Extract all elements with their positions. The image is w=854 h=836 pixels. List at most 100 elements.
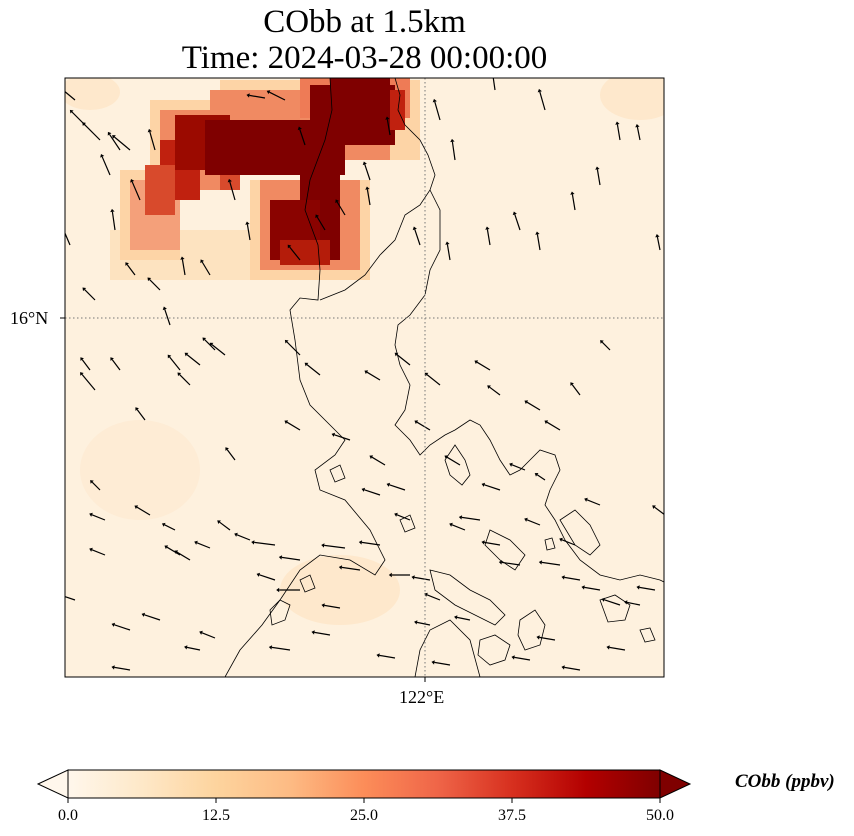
wind-arrow (89, 547, 106, 556)
wind-arrow (561, 665, 581, 671)
wind-arrow (111, 622, 131, 631)
wind-arrow (431, 660, 451, 666)
wind-arrow (256, 572, 276, 581)
wind-arrow (432, 98, 441, 121)
wind-arrow (284, 339, 301, 356)
wind-arrow (304, 362, 321, 376)
wind-arrow (276, 587, 300, 593)
wind-arrow (297, 126, 306, 146)
wind-arrow (164, 545, 181, 556)
wind-arrow (161, 522, 176, 531)
wind-arrow (412, 226, 421, 246)
wind-arrow (147, 277, 161, 291)
wind-arrow (287, 244, 301, 261)
plume-cell (280, 240, 330, 265)
wind-arrow (112, 135, 131, 151)
wind-arrow (225, 447, 236, 461)
wind-arrow (130, 179, 141, 201)
lat-tick-label: 16°N (10, 308, 49, 328)
map-canvas (60, 77, 665, 682)
colorbar-label: CObb (ppbv) (735, 771, 835, 792)
wind-arrow (606, 645, 626, 651)
wind-arrow (321, 543, 346, 549)
low-concentration-patch (80, 420, 200, 520)
colorbar-tick-label: 0.0 (58, 807, 78, 824)
wind-arrow (174, 550, 191, 561)
wind-arrow (284, 420, 301, 431)
wind-arrow (595, 166, 601, 186)
wind-arrow (110, 208, 116, 231)
wind-arrow (134, 505, 151, 516)
wind-arrow (268, 645, 291, 651)
wind-arrow (65, 90, 76, 101)
wind-arrow (386, 482, 406, 491)
wind-arrow (331, 432, 351, 441)
wind-arrow (385, 116, 391, 136)
map-title: CObb at 1.5km (263, 4, 466, 40)
wind-arrow (365, 186, 371, 206)
wind-arrow (414, 620, 431, 626)
wind-arrow (624, 600, 641, 606)
wind-arrow (535, 231, 541, 251)
wind-arrow (315, 214, 326, 231)
wind-arrow (394, 512, 411, 521)
wind-arrow (636, 585, 656, 591)
wind-arrow (184, 645, 201, 651)
wind-arrow (512, 211, 521, 231)
wind-arrow (111, 665, 131, 671)
colorbar-tick-label: 25.0 (350, 807, 378, 824)
colorbar-tick-label: 12.5 (202, 807, 230, 824)
wind-arrow (217, 520, 231, 531)
wind-arrow (141, 612, 161, 621)
wind-arrow (194, 540, 211, 549)
wind-arrow (458, 515, 481, 521)
wind-arrow (450, 138, 456, 161)
wind-arrow (388, 572, 410, 578)
plume-cell (330, 78, 390, 98)
wind-arrow (80, 372, 96, 391)
plume-high-concentration (110, 78, 420, 280)
wind-arrow (536, 635, 556, 641)
wind-arrow (369, 455, 386, 466)
wind-arrow (424, 592, 441, 601)
colorbar-high-extend (659, 769, 692, 799)
wind-arrow (358, 540, 381, 546)
plume-cell (145, 165, 175, 215)
map-subtitle-time: Time: 2024-03-28 00:00:00 (181, 40, 548, 76)
wind-arrow (511, 655, 531, 661)
wind-arrow (581, 585, 601, 591)
map-frame (64, 77, 665, 678)
low-concentration-patch (280, 555, 400, 625)
wind-arrow (147, 128, 156, 151)
colorbar-low-extend (36, 769, 69, 799)
wind-arrow (167, 354, 181, 371)
wind-arrow (180, 256, 186, 276)
wind-arrow (444, 455, 461, 466)
wind-arrow (454, 615, 471, 621)
wind-arrow (245, 221, 251, 241)
wind-arrow (90, 480, 101, 491)
wind-arrow (251, 540, 276, 546)
wind-arrow (537, 88, 546, 111)
wind-arrow (449, 522, 466, 531)
wind-vectors (65, 78, 664, 671)
wind-arrow (509, 462, 526, 471)
wind-arrow (561, 575, 581, 581)
wind-arrow (394, 352, 411, 366)
wind-arrow (570, 382, 581, 396)
wind-arrow (655, 234, 661, 251)
wind-arrow (89, 512, 106, 521)
wind-arrow (162, 306, 171, 326)
wind-arrow (411, 575, 431, 581)
wind-arrow (65, 438, 66, 440)
wind-arrow (534, 472, 546, 481)
low-concentration-patch (600, 78, 664, 120)
wind-arrow (100, 154, 111, 176)
wind-arrow (635, 124, 641, 141)
wind-arrow (278, 555, 301, 561)
wind-arrow (135, 407, 146, 421)
wind-arrow (361, 487, 381, 496)
wind-arrow (414, 420, 431, 431)
wind-arrow (524, 400, 541, 411)
wind-arrow (82, 122, 101, 141)
